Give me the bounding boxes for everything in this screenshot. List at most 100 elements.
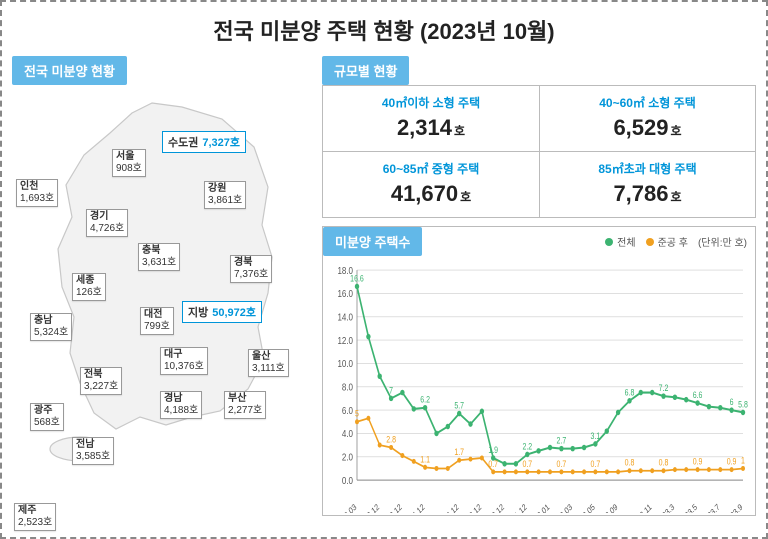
highlight-value: 7,327호 bbox=[202, 137, 240, 149]
region-label: 전북3,227호 bbox=[80, 367, 122, 395]
region-value: 5,324호 bbox=[34, 327, 68, 338]
region-name: 충북 bbox=[142, 245, 160, 256]
region-name: 광주 bbox=[34, 405, 52, 416]
svg-text:0.7: 0.7 bbox=[522, 459, 532, 469]
region-name: 경북 bbox=[234, 257, 252, 268]
svg-text:2.8: 2.8 bbox=[386, 435, 396, 445]
size-section-header: 규모별 현황 bbox=[322, 56, 409, 85]
size-unit: 호 bbox=[454, 124, 465, 138]
region-value: 4,188호 bbox=[164, 405, 198, 416]
region-label: 전남3,585호 bbox=[72, 437, 114, 465]
size-grid: 40㎡이하 소형 주택 2,314호40~60㎡ 소형 주택6,529호60~85… bbox=[323, 85, 755, 217]
size-panel: 40㎡이하 소형 주택 2,314호40~60㎡ 소형 주택6,529호60~85… bbox=[322, 85, 756, 218]
region-name: 경남 bbox=[164, 393, 182, 404]
region-value: 3,585호 bbox=[76, 451, 110, 462]
region-name: 인천 bbox=[20, 181, 38, 192]
region-name: 대구 bbox=[164, 349, 182, 360]
svg-text:5: 5 bbox=[355, 409, 359, 419]
region-value: 3,631호 bbox=[142, 257, 176, 268]
region-label: 충북3,631호 bbox=[138, 243, 180, 271]
size-value-row: 7,786호 bbox=[540, 181, 755, 207]
svg-text:12.0: 12.0 bbox=[337, 335, 353, 346]
svg-text:23.5: 23.5 bbox=[683, 502, 699, 513]
right-column: 규모별 현황 40㎡이하 소형 주택 2,314호40~60㎡ 소형 주택6,52… bbox=[322, 56, 756, 516]
size-value-row: 41,670호 bbox=[323, 181, 539, 207]
svg-text:7: 7 bbox=[389, 386, 393, 396]
size-cell: 40~60㎡ 소형 주택6,529호 bbox=[539, 85, 755, 151]
chart-legend: 전체준공 후 (단위:만 호) bbox=[605, 234, 747, 249]
svg-text:22.05: 22.05 bbox=[578, 502, 597, 513]
svg-text:0.7: 0.7 bbox=[591, 459, 601, 469]
size-cell: 85㎡초과 대형 주택 7,786호 bbox=[539, 151, 755, 217]
svg-text:23.9: 23.9 bbox=[729, 502, 745, 513]
region-label: 경기4,726호 bbox=[86, 209, 128, 237]
page-title: 전국 미분양 주택 현황 (2023년 10월) bbox=[12, 14, 756, 46]
region-value: 3,111호 bbox=[252, 363, 285, 374]
svg-text:6: 6 bbox=[730, 397, 734, 407]
line-chart: 0.02.04.06.08.010.012.014.016.018.009.03… bbox=[329, 260, 749, 513]
highlight-label: 지방 bbox=[188, 307, 208, 319]
region-name: 충남 bbox=[34, 315, 52, 326]
svg-text:1: 1 bbox=[741, 456, 745, 466]
region-value: 126호 bbox=[76, 287, 102, 298]
size-category: 85㎡초과 대형 주택 bbox=[540, 160, 755, 177]
svg-text:14.0: 14.0 bbox=[337, 312, 353, 323]
region-label: 인천1,693호 bbox=[16, 179, 58, 207]
region-value: 2,523호 bbox=[18, 517, 52, 528]
region-label: 강원3,861호 bbox=[204, 181, 246, 209]
svg-text:1.9: 1.9 bbox=[488, 445, 498, 455]
svg-text:0.9: 0.9 bbox=[693, 457, 703, 467]
svg-text:1.1: 1.1 bbox=[420, 455, 430, 465]
svg-text:6.6: 6.6 bbox=[693, 390, 703, 400]
region-value: 4,726호 bbox=[90, 223, 124, 234]
region-name: 부산 bbox=[228, 393, 246, 404]
region-label: 서울908호 bbox=[112, 149, 146, 177]
region-name: 서울 bbox=[116, 151, 134, 162]
svg-text:22.01: 22.01 bbox=[533, 502, 552, 513]
size-unit: 호 bbox=[671, 124, 682, 138]
svg-text:10.0: 10.0 bbox=[337, 358, 353, 369]
svg-text:3.1: 3.1 bbox=[591, 431, 601, 441]
svg-text:10.12: 10.12 bbox=[362, 502, 381, 513]
size-value: 41,670 bbox=[391, 181, 458, 206]
legend-label: 전체 bbox=[617, 234, 635, 249]
size-category: 40㎡이하 소형 주택 bbox=[323, 94, 539, 111]
highlight-label: 수도권 bbox=[168, 137, 198, 149]
region-value: 799호 bbox=[144, 321, 170, 332]
svg-text:20.12: 20.12 bbox=[487, 502, 506, 513]
svg-text:8.0: 8.0 bbox=[342, 382, 353, 393]
chart-header-row: 미분양 주택수 전체준공 후 (단위:만 호) bbox=[323, 227, 755, 256]
region-label: 울산3,111호 bbox=[248, 349, 289, 377]
dashboard-frame: 전국 미분양 주택 현황 (2023년 10월) 전국 미분양 현황 서울908… bbox=[0, 0, 768, 539]
svg-text:22.09: 22.09 bbox=[601, 502, 620, 513]
chart-section-header: 미분양 주택수 bbox=[323, 227, 422, 256]
svg-text:6.2: 6.2 bbox=[420, 395, 430, 405]
svg-text:1.7: 1.7 bbox=[454, 447, 464, 457]
region-label: 경북7,376호 bbox=[230, 255, 272, 283]
region-label: 광주568호 bbox=[30, 403, 64, 431]
region-label: 대전799호 bbox=[140, 307, 174, 335]
legend-item: 준공 후 bbox=[646, 234, 688, 249]
size-unit: 호 bbox=[671, 190, 682, 204]
svg-text:6.0: 6.0 bbox=[342, 405, 353, 416]
size-category: 60~85㎡ 중형 주택 bbox=[323, 160, 539, 177]
region-name: 울산 bbox=[252, 351, 270, 362]
size-value-row: 2,314호 bbox=[323, 115, 539, 141]
legend-marker-icon bbox=[605, 238, 613, 246]
map-section-header: 전국 미분양 현황 bbox=[12, 56, 127, 85]
region-label: 충남5,324호 bbox=[30, 313, 72, 341]
legend-label: 준공 후 bbox=[658, 234, 688, 249]
svg-text:22.03: 22.03 bbox=[555, 502, 574, 513]
region-value: 7,376호 bbox=[234, 269, 268, 280]
region-name: 강원 bbox=[208, 183, 226, 194]
svg-text:21.12: 21.12 bbox=[510, 502, 529, 513]
svg-text:18.12: 18.12 bbox=[465, 502, 484, 513]
map-column: 전국 미분양 현황 서울908호인천1,693호 강원3,861호경기4,726호… bbox=[12, 56, 312, 516]
region-value: 568호 bbox=[34, 417, 60, 428]
region-name: 제주 bbox=[18, 505, 36, 516]
svg-text:5.7: 5.7 bbox=[454, 401, 464, 411]
svg-text:0.8: 0.8 bbox=[659, 458, 669, 468]
svg-text:16.0: 16.0 bbox=[337, 288, 353, 299]
svg-text:12.12: 12.12 bbox=[385, 502, 404, 513]
region-value: 3,227호 bbox=[84, 381, 118, 392]
